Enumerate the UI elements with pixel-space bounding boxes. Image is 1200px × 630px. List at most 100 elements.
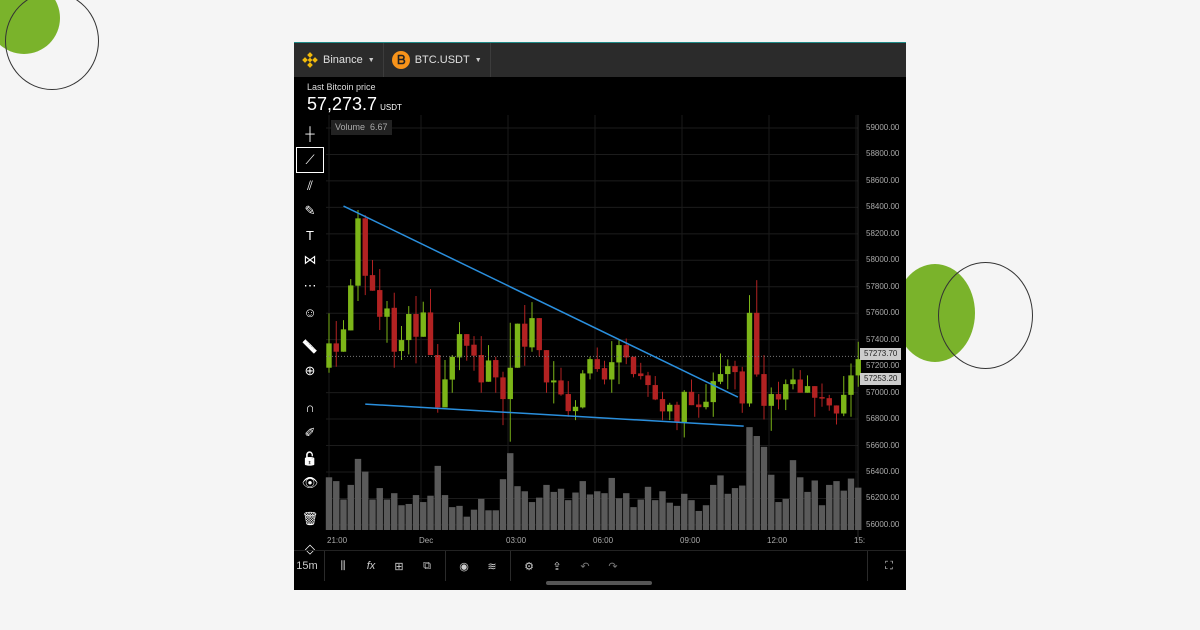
time-tick-label: 06:00 xyxy=(593,536,614,545)
volume-bar xyxy=(507,453,514,530)
time-tick-label: 12:00 xyxy=(767,536,788,545)
candle-down xyxy=(558,380,564,395)
candle-up xyxy=(667,404,673,412)
interval-button[interactable]: 15m xyxy=(296,560,318,572)
price-chart[interactable] xyxy=(294,42,906,590)
candle-up xyxy=(398,340,405,352)
volume-bar xyxy=(608,477,615,530)
scrollbar[interactable] xyxy=(546,581,652,585)
candles-icon[interactable]: ⫼ xyxy=(340,559,346,572)
candle-down xyxy=(652,385,658,400)
volume-bar xyxy=(362,471,369,530)
volume-bar xyxy=(391,493,398,530)
trend-line xyxy=(343,205,739,398)
price-tick-label: 57000.00 xyxy=(866,387,900,397)
volume-bar xyxy=(347,484,354,530)
volume-bar xyxy=(369,499,376,530)
candle-up xyxy=(580,373,586,408)
candle-up xyxy=(790,379,796,385)
zoom-in-icon[interactable]: ⊕ xyxy=(304,363,316,378)
candle-up xyxy=(348,285,354,331)
crop-icon[interactable]: ⊞ xyxy=(394,560,404,573)
bitcoin-icon xyxy=(391,51,410,69)
volume-bar xyxy=(855,487,862,530)
volume-bar xyxy=(456,505,463,530)
candle-up xyxy=(725,366,731,375)
magnet-icon[interactable]: ∩ xyxy=(305,399,315,415)
volume-bar xyxy=(492,510,499,530)
unlock-icon[interactable]: 🔓 xyxy=(301,451,319,466)
volume-legend-label: Volume xyxy=(335,122,366,132)
candle-up xyxy=(551,380,557,383)
ruler-icon[interactable]: 📏 xyxy=(301,339,319,354)
volume-bar xyxy=(514,486,521,530)
exchange-selector[interactable]: Binance ▼ xyxy=(294,43,384,77)
volume-bar xyxy=(499,479,507,530)
candle-up xyxy=(616,345,622,363)
candle-down xyxy=(812,386,818,398)
text-icon[interactable]: T xyxy=(306,227,314,243)
measure-icon[interactable]: ⋯ xyxy=(303,278,317,293)
volume-bar xyxy=(673,505,681,530)
candle-up xyxy=(587,359,593,374)
candle-up xyxy=(340,329,347,352)
last-price-block: Last Bitcoin price 57,273.7 USDT xyxy=(307,82,402,115)
crosshair-icon[interactable]: ┼ xyxy=(305,125,315,141)
price-tick-label: 56400.00 xyxy=(866,466,900,476)
volume-bar xyxy=(695,510,702,530)
volume-bar xyxy=(659,491,666,530)
price-unit: USDT xyxy=(380,103,402,112)
candle-down xyxy=(391,307,397,352)
time-tick-label: 15: xyxy=(854,536,866,545)
candle-down xyxy=(826,398,832,406)
hide-icon[interactable]: ◉ xyxy=(459,560,469,573)
price-tick-label: 57600.00 xyxy=(866,308,900,318)
volume-bar xyxy=(637,499,644,530)
redo-icon[interactable]: ↷ xyxy=(608,560,618,573)
fx-icon[interactable]: fx xyxy=(366,560,376,572)
collapse-icon[interactable]: ◇ xyxy=(305,541,315,556)
candle-down xyxy=(471,344,477,356)
candle-down xyxy=(333,343,339,352)
candle-up xyxy=(717,374,724,382)
price-tick-label: 58600.00 xyxy=(866,175,900,185)
volume-bar xyxy=(572,492,579,530)
eye-icon[interactable]: 👁 xyxy=(301,475,319,490)
candle-down xyxy=(435,355,441,408)
volume-bar xyxy=(528,502,536,530)
volume-bar xyxy=(789,460,797,530)
volume-bar xyxy=(557,488,565,530)
layers-icon[interactable]: ≋ xyxy=(487,560,497,573)
volume-bar xyxy=(710,484,717,530)
fullscreen-icon[interactable]: ⛶ xyxy=(885,559,893,572)
time-tick-label: 21:00 xyxy=(327,536,348,545)
undo-icon[interactable]: ↶ xyxy=(580,560,590,573)
volume-bar xyxy=(333,481,340,530)
pattern-icon[interactable]: ⋈ xyxy=(303,252,317,267)
volume-bar xyxy=(630,507,637,530)
trend-line-icon[interactable]: ⟋ xyxy=(296,147,324,173)
candle-up xyxy=(514,323,521,368)
volume-bar xyxy=(376,488,383,530)
volume-bar xyxy=(652,500,659,530)
volume-legend[interactable]: Volume 6.67 xyxy=(331,120,392,135)
volume-bar xyxy=(398,505,405,530)
pair-selector[interactable]: BTC.USDT ▼ xyxy=(384,43,491,77)
emoji-icon[interactable]: ☺ xyxy=(303,304,317,320)
multi-line-icon[interactable]: ⫽ xyxy=(307,178,313,193)
settings-icon[interactable]: ⚙ xyxy=(524,560,534,573)
candle-up xyxy=(841,394,847,414)
compare-icon[interactable]: ⧉ xyxy=(423,559,431,572)
volume-bar xyxy=(739,485,746,530)
candle-down xyxy=(623,345,629,358)
volume-bar xyxy=(804,491,811,530)
volume-bar xyxy=(840,490,847,530)
trading-chart-window: Binance ▼ BTC.USDT ▼ Last Bitcoin price … xyxy=(294,42,906,590)
brush-icon[interactable]: ✎ xyxy=(304,203,316,218)
candle-down xyxy=(688,391,695,406)
lock-drawing-icon[interactable]: ✐ xyxy=(304,425,316,440)
trash-icon[interactable]: 🗑 xyxy=(301,511,319,526)
share-icon[interactable]: ⇪ xyxy=(552,560,562,573)
volume-bar xyxy=(449,507,456,530)
candle-down xyxy=(522,323,528,347)
